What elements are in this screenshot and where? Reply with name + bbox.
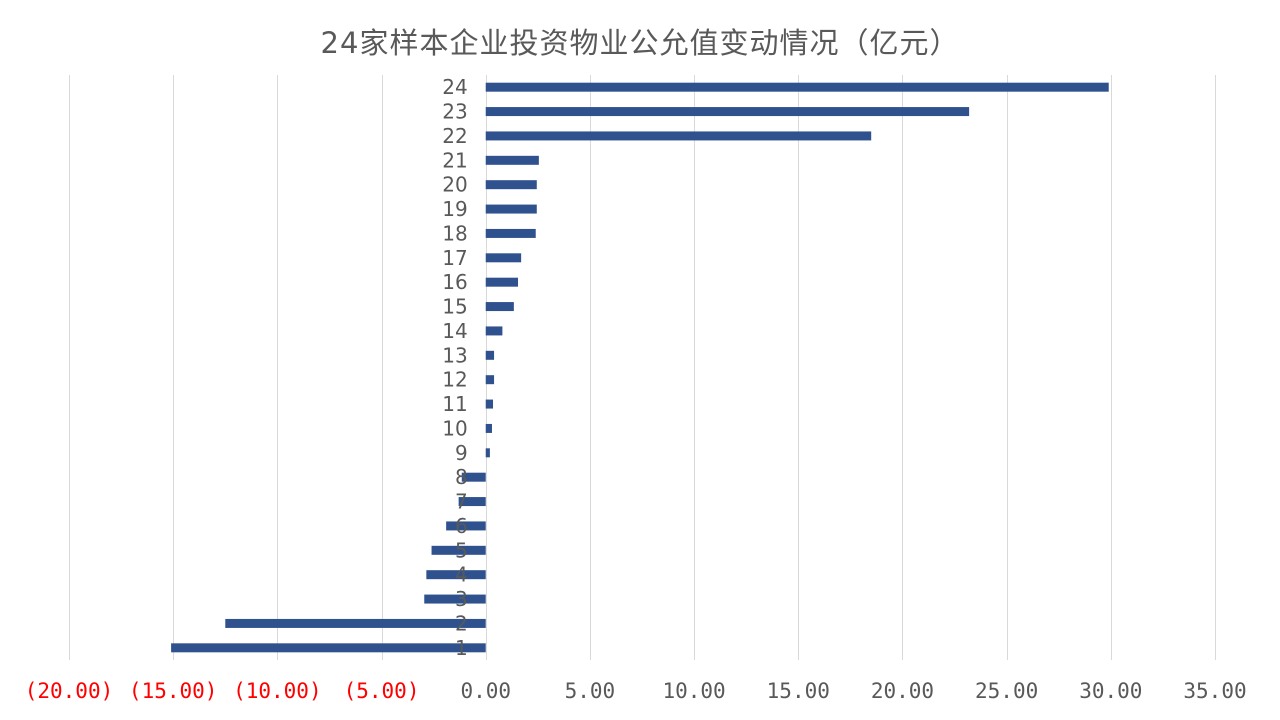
bar [485, 204, 537, 214]
x-tick-label: (10.00) [233, 679, 322, 703]
bar [485, 155, 539, 165]
chart-title: 24家样本企业投资物业公允值变动情况（亿元） [320, 26, 960, 60]
x-tick-label: 15.00 [767, 679, 830, 703]
bar [431, 545, 486, 555]
x-tick-label: 35.00 [1183, 679, 1246, 703]
category-label: 21 [442, 148, 467, 172]
category-label: 13 [442, 343, 467, 367]
bar [461, 472, 486, 482]
category-label: 20 [442, 173, 467, 197]
x-tick-label: (5.00) [344, 679, 420, 703]
bar [485, 277, 519, 287]
bar [485, 399, 494, 409]
bar [426, 570, 486, 580]
x-tick-label: (20.00) [25, 679, 114, 703]
bar [485, 228, 536, 238]
bar [485, 423, 492, 433]
category-label: 9 [455, 441, 468, 465]
bar [225, 618, 486, 628]
x-tick-label: 25.00 [975, 679, 1038, 703]
category-label: 4 [455, 563, 468, 587]
category-label: 24 [442, 75, 467, 99]
category-label: 16 [442, 270, 467, 294]
bar [485, 253, 522, 263]
x-tick-label: 0.00 [460, 679, 511, 703]
bar [424, 594, 486, 604]
bars [171, 82, 1109, 653]
bar [171, 643, 486, 653]
bar [485, 448, 490, 458]
category-label: 5 [455, 538, 468, 562]
bar [458, 497, 486, 507]
category-label: 8 [455, 465, 468, 489]
category-label: 23 [442, 100, 467, 124]
bar [485, 82, 1109, 92]
bar [485, 180, 537, 190]
bar [485, 131, 872, 141]
bar [485, 375, 495, 385]
x-tick-label: 5.00 [565, 679, 616, 703]
bar [485, 302, 514, 312]
category-label: 3 [455, 587, 468, 611]
category-label: 12 [442, 368, 467, 392]
category-label: 1 [455, 636, 468, 660]
category-label: 2 [455, 611, 468, 635]
bar [485, 107, 970, 117]
category-label: 15 [442, 295, 467, 319]
category-label: 6 [455, 514, 468, 538]
x-tick-label: 10.00 [662, 679, 725, 703]
bar [485, 350, 495, 360]
category-label: 17 [442, 246, 467, 270]
x-tick-label: 30.00 [1079, 679, 1142, 703]
bar [485, 326, 503, 336]
x-tick-label: 20.00 [871, 679, 934, 703]
category-label: 10 [442, 416, 467, 440]
x-axis-tick-labels: (20.00) (15.00) (10.00) (5.00) 0.00 5.00 10.00… [25, 679, 1247, 703]
category-label: 14 [442, 319, 467, 343]
x-tick-label: (15.00) [129, 679, 218, 703]
category-label: 19 [442, 197, 467, 221]
category-label: 22 [442, 124, 467, 148]
category-label: 11 [442, 392, 467, 416]
gridlines [69, 75, 1216, 660]
bar [446, 521, 486, 531]
category-label: 7 [455, 490, 468, 514]
category-label: 18 [442, 221, 467, 245]
